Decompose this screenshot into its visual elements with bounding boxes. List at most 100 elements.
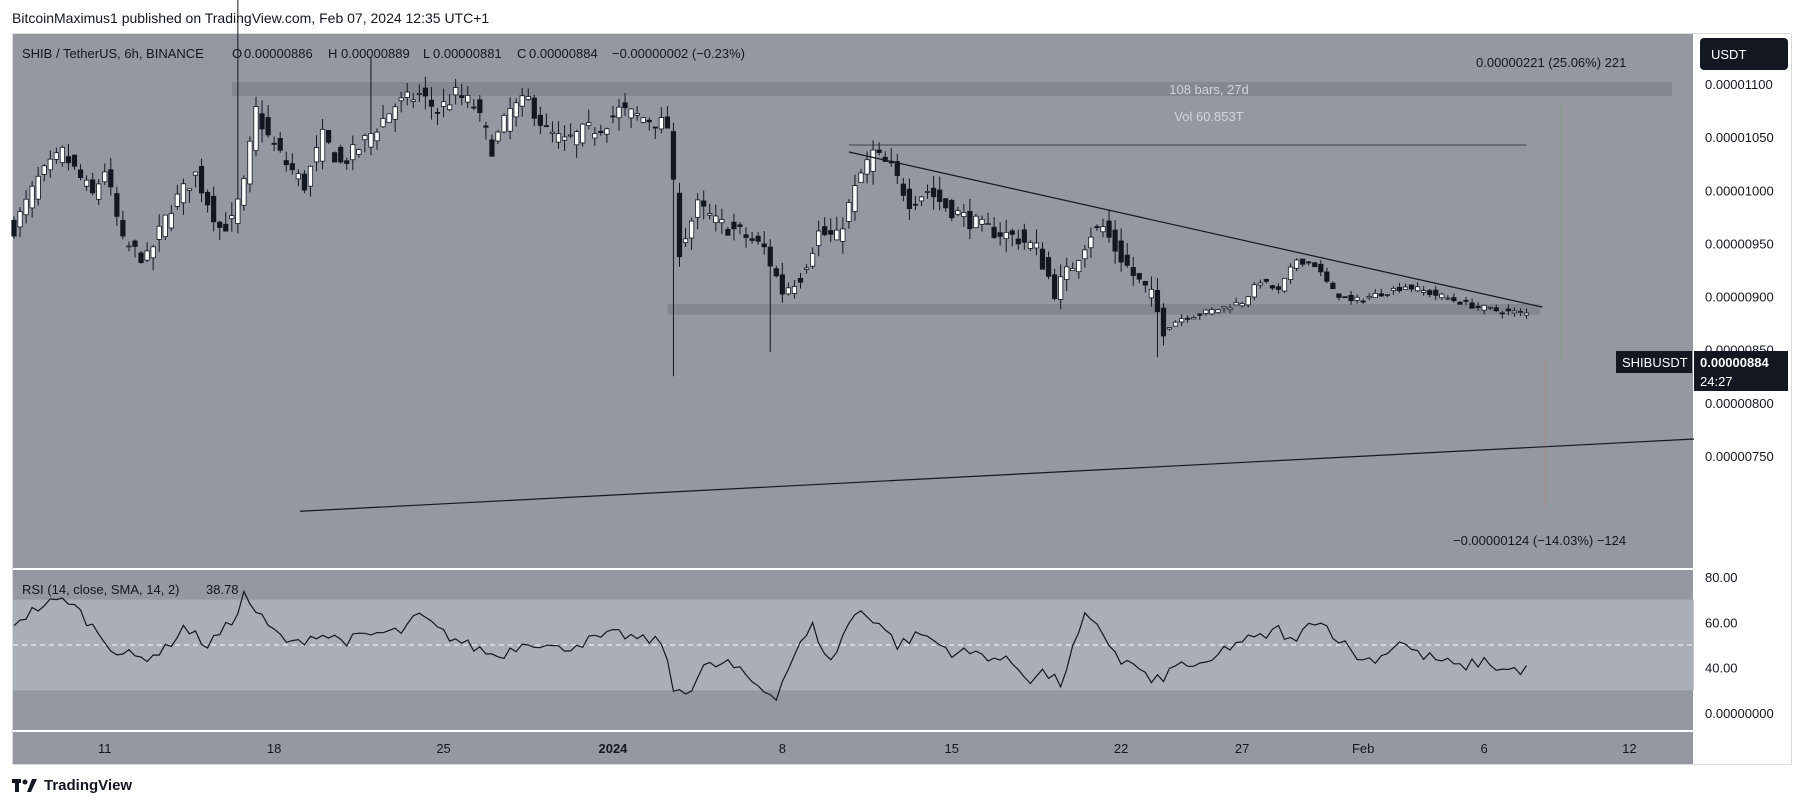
candle-body [271,142,277,145]
candle-body [1390,287,1396,291]
candle-body [918,196,925,202]
candle-body [90,179,96,194]
candle-body [906,188,913,210]
candle-body [580,123,586,144]
candle-body [513,102,519,118]
candle-body [749,238,755,241]
candle-body [701,200,707,207]
zones-layer [232,82,1672,508]
candle-body [1372,292,1378,298]
candle-body [1058,276,1064,300]
candle-body [1269,285,1275,289]
measure-bottom-label: −0.00000124 (−14.03%) −124 [1453,533,1626,548]
measure-top-label: 0.00000221 (25.06%) 221 [1476,55,1626,70]
candle-body [501,114,507,133]
candle-body [1324,271,1330,282]
candle-body [416,93,422,95]
date-tick-label: 8 [779,741,786,756]
candle-body [767,246,773,267]
candle-body [144,250,150,261]
candle-body [1082,249,1088,260]
candle-body [616,106,622,119]
candle-body [822,226,828,236]
candle-body [1015,238,1021,245]
currency-button[interactable]: USDT [1700,38,1788,70]
candle-body [108,169,114,188]
candle-body [332,152,338,163]
candle-body [374,131,380,142]
candle-body [1233,302,1239,306]
candle-body [422,87,429,97]
candle-body [1221,306,1227,309]
candle-body [622,102,628,109]
candle-body [1451,297,1457,302]
time-axis[interactable] [13,732,1694,764]
candle-body [1408,284,1415,290]
candle-body [537,114,543,126]
candle-body [1251,284,1257,298]
date-tick-label: 25 [436,741,450,756]
price-tick-label: 0.00000750 [1705,449,1774,464]
candle-body [598,130,604,134]
rsi-line [13,589,1527,702]
candle-body [725,228,731,236]
candle-body [1245,296,1251,306]
candle-body [634,112,640,116]
candle-body [126,245,132,248]
candle-body [773,268,779,277]
candle-body [198,165,205,194]
candle-body [549,131,556,134]
candle-body [1070,268,1076,271]
date-tick-label: Feb [1352,741,1374,756]
candle-body [846,202,852,222]
footer-brand[interactable]: TradingView [12,777,132,794]
candle-body [1427,290,1433,295]
candle-body [931,187,937,198]
candle-body [1203,309,1209,314]
date-axis-labels: 11 18 25 2024 8 15 22 27 Feb 6 12 [98,741,1637,756]
candle-body [259,113,265,130]
candle-body [434,112,441,114]
candle-body [1197,313,1203,316]
candle-body [114,193,120,217]
candle-body [96,183,102,200]
candle-body [1027,242,1033,249]
candle-body [235,198,241,224]
candle-body [483,125,489,128]
rsi-tick-label: 40.00 [1705,661,1738,676]
price-pane[interactable] [13,34,1694,568]
rsi-tick-label: 80.00 [1705,570,1738,585]
candle-body [1300,258,1306,265]
candle-body [997,232,1003,237]
candle-body [719,219,725,224]
date-tick-label: 11 [98,741,112,756]
candle-body [1348,294,1354,302]
candle-body [1124,254,1130,266]
date-tick-label: 18 [267,741,281,756]
candle-body [1360,300,1366,303]
candle-body [453,87,459,96]
candle-body [676,192,683,258]
candle-body [519,95,525,107]
candle-body [543,125,550,128]
candle-body [1330,282,1336,290]
candle-body [180,183,186,204]
open-value: 0.00000886 [244,46,313,61]
open-label: O [232,46,242,61]
price-axis[interactable] [1694,34,1791,764]
price-axis-labels: 0.00001100 0.00001050 0.00001000 0.00000950… [1705,77,1774,464]
tradingview-logo-icon [12,778,37,792]
candle-body [894,161,900,176]
candle-body [967,210,973,230]
candle-body [120,219,126,237]
candle-body [362,135,368,141]
candle-body [695,199,701,218]
rsi-layer [13,589,1694,702]
candle-body [707,213,713,216]
candle-body [682,238,689,244]
candle-body [132,240,138,247]
candle-body [743,234,749,238]
candle-body [785,287,792,295]
candle-body [283,160,289,166]
